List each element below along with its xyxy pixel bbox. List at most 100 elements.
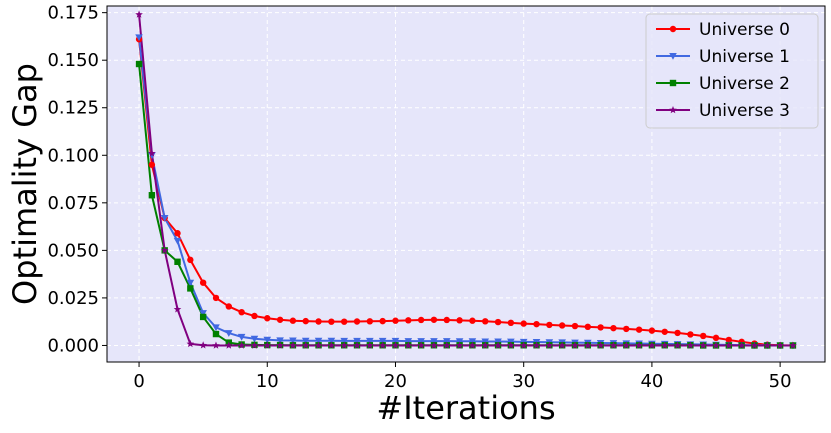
data-point — [712, 334, 720, 342]
legend-box — [645, 13, 819, 129]
data-point — [212, 324, 220, 332]
data-point — [596, 341, 605, 349]
x-tick-label: 40 — [640, 371, 663, 392]
data-point — [353, 341, 361, 349]
data-point — [186, 339, 195, 348]
y-tick-label: 0.050 — [47, 240, 99, 261]
y-tick-label: 0.125 — [47, 98, 99, 119]
data-point — [622, 341, 631, 349]
data-point — [187, 285, 194, 292]
data-point — [173, 237, 182, 245]
data-point — [533, 320, 540, 328]
data-point — [674, 329, 681, 337]
data-point — [519, 341, 528, 349]
data-point — [353, 318, 361, 325]
data-point — [584, 323, 592, 331]
data-point — [583, 341, 592, 349]
data-point — [455, 341, 464, 349]
data-point — [558, 341, 566, 349]
data-point — [417, 316, 425, 324]
data-point — [289, 337, 297, 345]
data-point — [173, 305, 182, 313]
data-point — [276, 341, 284, 349]
series-markers — [135, 10, 797, 350]
data-point — [404, 341, 413, 349]
data-point — [725, 336, 733, 344]
series-line-universe-3 — [138, 14, 793, 347]
data-point — [648, 327, 656, 334]
data-point — [263, 336, 272, 344]
y-tick-label: 0.175 — [47, 3, 99, 24]
data-point — [148, 149, 156, 157]
legend-item-universe-2: Universe 2 — [656, 74, 790, 94]
data-point — [635, 341, 643, 349]
data-point — [558, 322, 566, 329]
data-point — [148, 152, 156, 160]
data-point — [301, 337, 310, 345]
data-point — [687, 331, 694, 338]
legend-label: Universe 1 — [699, 47, 790, 67]
data-point — [571, 322, 579, 330]
data-point — [174, 258, 181, 265]
x-tick-label: 10 — [256, 371, 279, 392]
legend-item-universe-1: Universe 1 — [656, 47, 790, 67]
data-point — [378, 341, 387, 349]
y-axis-ticks: 0.000 0.025 0.050 0.075 0.100 0.125 0.150 0.175 — [47, 3, 107, 356]
y-tick-label: 0.025 — [47, 288, 99, 309]
legend-label: Universe 3 — [699, 101, 790, 121]
data-point — [597, 324, 604, 331]
data-point — [660, 341, 669, 349]
x-tick-label: 0 — [133, 371, 144, 392]
data-point — [135, 34, 143, 42]
data-point — [302, 317, 309, 325]
data-point — [430, 316, 438, 323]
legend-label: Universe 2 — [699, 74, 790, 94]
legend-marker — [669, 25, 677, 33]
data-point — [148, 192, 156, 199]
data-point — [187, 256, 194, 264]
data-point — [301, 341, 310, 349]
data-point — [763, 341, 772, 349]
data-point — [366, 318, 374, 325]
data-point — [212, 330, 220, 338]
data-point — [378, 337, 387, 345]
data-point — [264, 315, 271, 322]
y-axis-label: Optimality Gap — [6, 63, 44, 305]
series-points-universe-3 — [135, 10, 797, 349]
data-point — [263, 341, 272, 349]
legend-marker — [669, 79, 677, 87]
data-point — [494, 318, 502, 326]
x-tick-label: 30 — [512, 371, 535, 392]
y-tick-label: 0.100 — [47, 145, 99, 166]
data-point — [366, 341, 374, 349]
data-point — [366, 337, 374, 345]
data-point — [430, 341, 438, 349]
data-point — [443, 316, 450, 324]
data-point — [442, 341, 451, 349]
y-tick-label: 0.075 — [47, 193, 99, 214]
data-point — [737, 341, 746, 349]
data-point — [289, 341, 297, 349]
data-point — [481, 341, 490, 349]
data-point — [469, 317, 476, 324]
data-point — [199, 341, 207, 349]
series-line-universe-1 — [138, 37, 793, 347]
data-point — [276, 316, 284, 323]
legend-label: Universe 0 — [699, 20, 790, 40]
data-point — [789, 341, 797, 349]
data-point — [391, 341, 400, 349]
data-point — [661, 328, 668, 335]
data-point — [379, 317, 386, 325]
data-point — [199, 279, 207, 286]
data-point — [199, 310, 207, 317]
data-point — [673, 341, 682, 349]
data-point — [328, 318, 335, 325]
series-lines — [138, 14, 793, 347]
data-point — [776, 341, 784, 349]
data-point — [712, 341, 720, 349]
data-point — [327, 341, 336, 349]
data-point — [224, 341, 233, 349]
data-point — [353, 337, 361, 345]
data-point — [699, 332, 707, 340]
